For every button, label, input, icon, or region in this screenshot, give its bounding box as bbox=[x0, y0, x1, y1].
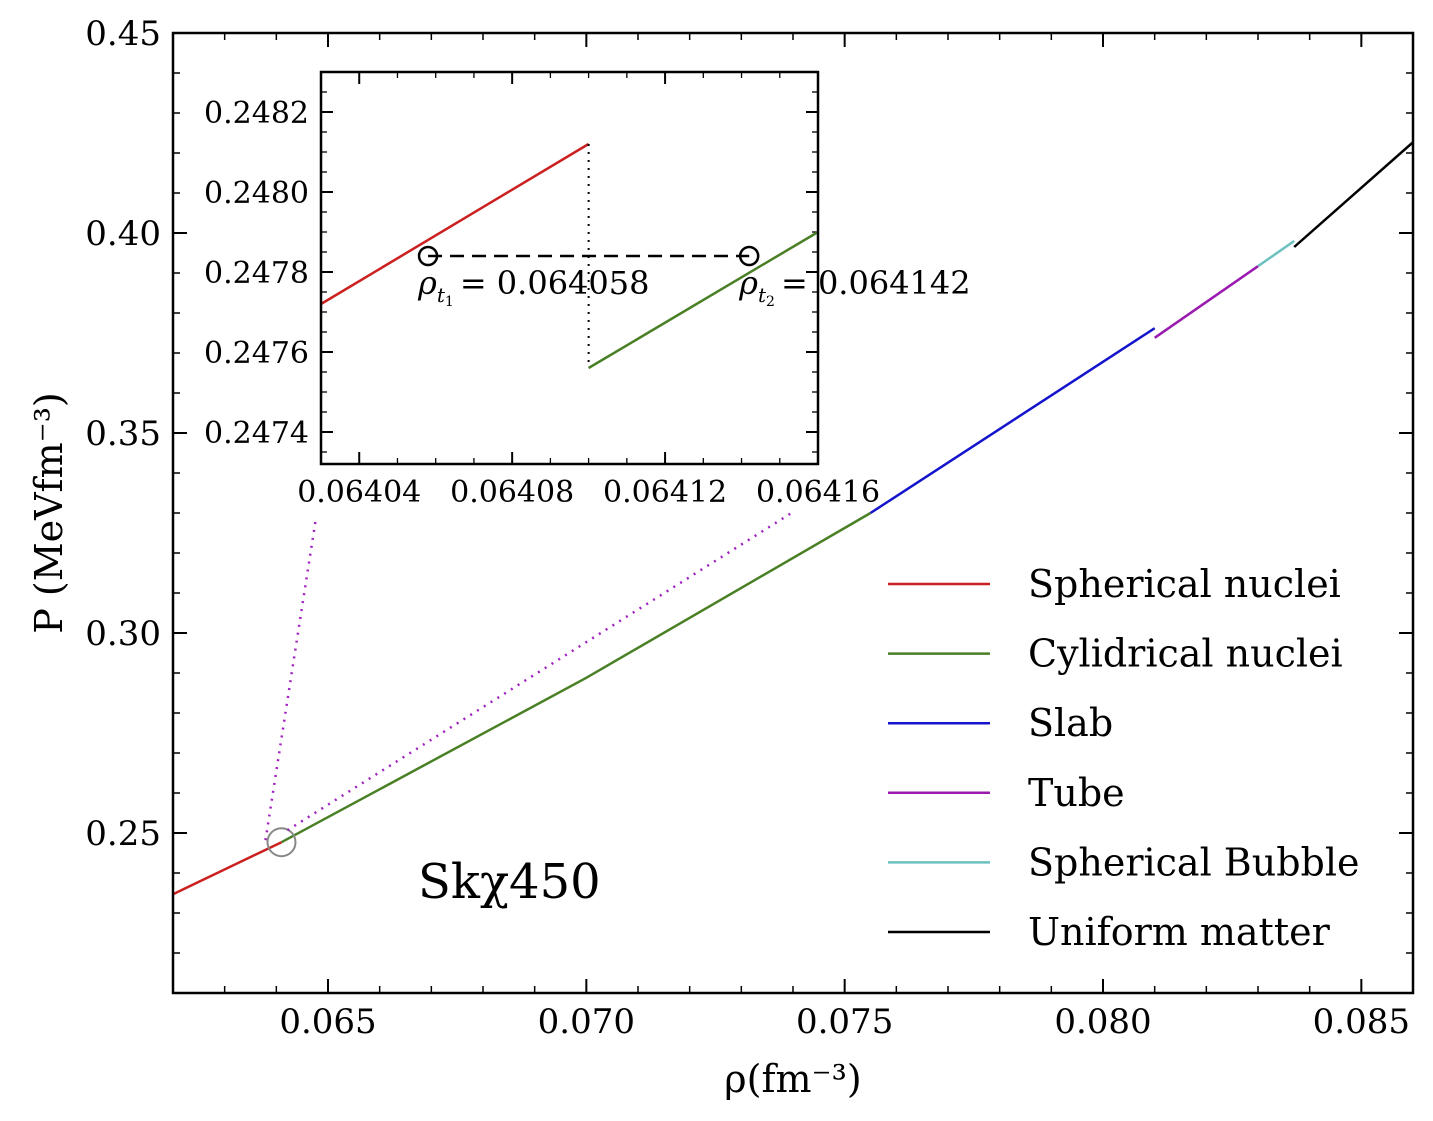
inset-y-tick-label: 0.2480 bbox=[204, 176, 309, 211]
plot-frame bbox=[171, 31, 1415, 995]
zoom-connector-lines bbox=[264, 510, 794, 841]
inset-background bbox=[321, 72, 818, 464]
x-tick-label: 0.085 bbox=[1313, 1002, 1410, 1042]
legend-label: Spherical nuclei bbox=[1028, 562, 1341, 606]
inset-plot: 0.06404 0.06408 0.06412 0.06416 0.2474 0.2476… bbox=[204, 70, 971, 510]
inset-x-tick-label: 0.06404 bbox=[297, 475, 421, 510]
inset-y-tick-label: 0.2478 bbox=[204, 256, 309, 291]
legend-label: Slab bbox=[1028, 701, 1113, 745]
inset-y-tick-label: 0.2474 bbox=[204, 416, 309, 451]
main-plot-area: 0.065 0.070 0.075 0.080 0.085 0.25 0.30 0.35 0.4… bbox=[27, 14, 1415, 1101]
inset-point-label: ρt1 = 0.064058 bbox=[417, 264, 649, 310]
model-annotation: Skχ450 bbox=[418, 854, 601, 910]
legend-label: Uniform matter bbox=[1028, 910, 1331, 954]
x-axis-label: ρ(fm⁻³) bbox=[724, 1057, 861, 1101]
series-line-spherical-nuclei bbox=[173, 841, 283, 896]
y-tick-label: 0.45 bbox=[85, 14, 161, 54]
series-line-spherical-bubble bbox=[1257, 239, 1295, 268]
inset-line-spherical-nuclei bbox=[320, 142, 590, 306]
x-tick-label: 0.065 bbox=[279, 1002, 376, 1042]
inset-transition-point bbox=[738, 245, 760, 267]
inset-line-cylidrical-nuclei bbox=[587, 230, 819, 370]
inset-y-tick-label: 0.2476 bbox=[204, 336, 309, 371]
inset-x-tick-label: 0.06408 bbox=[450, 475, 574, 510]
inset-x-tick-label: 0.06416 bbox=[756, 475, 880, 510]
y-tick-label: 0.35 bbox=[85, 414, 161, 454]
inset-y-tick-label: 0.2482 bbox=[204, 96, 309, 131]
x-tick-label: 0.080 bbox=[1054, 1002, 1151, 1042]
zoom-marker-circle bbox=[266, 827, 297, 858]
y-tick-label: 0.30 bbox=[85, 614, 161, 654]
inset-transition-point bbox=[417, 245, 439, 267]
zoom-connector-left bbox=[264, 517, 318, 841]
y-axis-label: P (MeVfm⁻³) bbox=[27, 392, 71, 634]
y-tick-label: 0.40 bbox=[85, 214, 161, 254]
series-line-tube bbox=[1153, 265, 1259, 339]
series-line-slab bbox=[869, 327, 1156, 515]
x-tick-label: 0.075 bbox=[796, 1002, 893, 1042]
inset-frame bbox=[319, 70, 820, 466]
legend-label: Spherical Bubble bbox=[1028, 840, 1360, 884]
legend-label: Cylidrical nuclei bbox=[1028, 632, 1343, 676]
x-tick-label: 0.070 bbox=[538, 1002, 635, 1042]
series-line-uniform-matter bbox=[1293, 141, 1413, 248]
inset-x-tick-label: 0.06412 bbox=[603, 475, 727, 510]
legend: Spherical nuclei Cylidrical nuclei Slab Tub… bbox=[888, 562, 1360, 954]
legend-label: Tube bbox=[1028, 771, 1125, 815]
series-line-cylidrical-nuclei bbox=[280, 511, 872, 844]
zoom-connector-right bbox=[286, 510, 794, 832]
inset-point-label: ρt2 = 0.064142 bbox=[738, 264, 970, 310]
y-tick-label: 0.25 bbox=[85, 814, 161, 854]
